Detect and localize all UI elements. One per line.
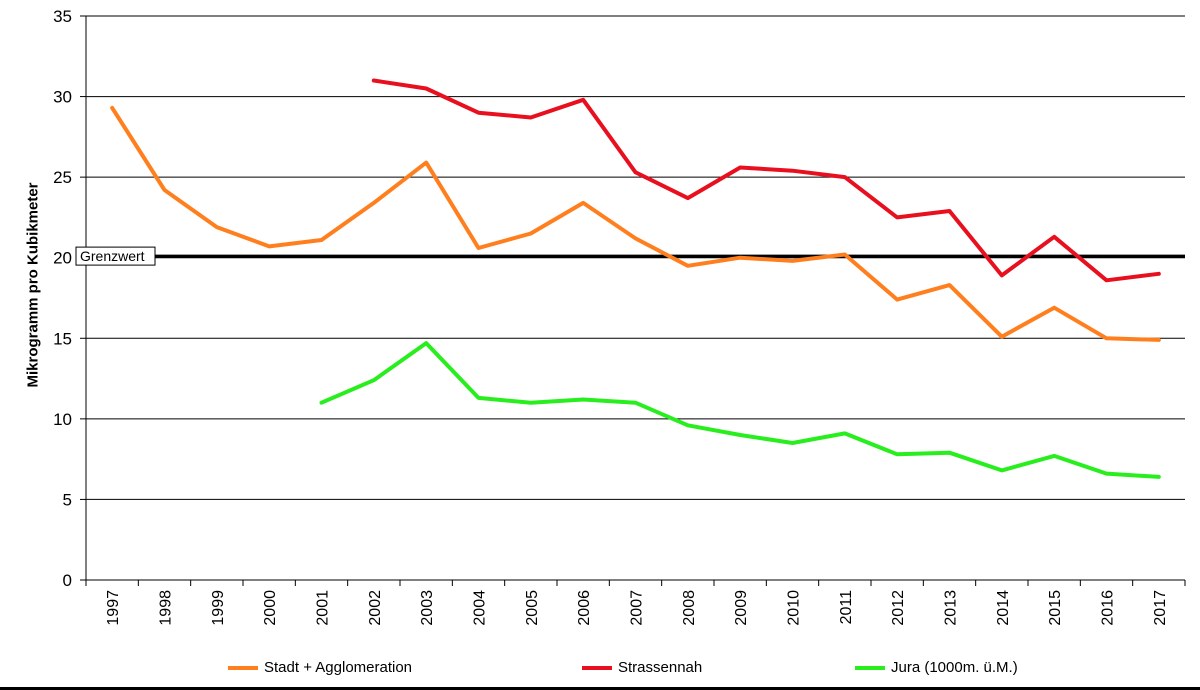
reference-label: Grenzwert xyxy=(80,248,145,264)
y-tick-label: 0 xyxy=(63,571,72,590)
line-chart: 0 5 10 15 20 25 30 35 1997 1998 1999 2000 2001 2002 20… xyxy=(53,7,1186,626)
y-axis-label-box: Mikrogramm pro Kubikmeter xyxy=(18,135,48,435)
series-line-0 xyxy=(110,105,1161,342)
x-tick-label: 2010 xyxy=(786,590,803,626)
legend-item-stadt: Stadt + Agglomeration xyxy=(228,659,412,676)
legend-label-jura: Jura (1000m. ü.M.) xyxy=(891,659,1018,676)
x-tick-label: 2000 xyxy=(262,590,279,626)
series-line-2 xyxy=(319,341,1161,479)
y-tick-label: 25 xyxy=(53,168,72,187)
y-tick-label: 35 xyxy=(53,7,72,26)
reference-label-box xyxy=(75,246,156,266)
y-tick-label: 10 xyxy=(53,410,72,429)
legend-item-jura: Jura (1000m. ü.M.) xyxy=(855,659,1018,676)
legend-swatch-jura xyxy=(855,665,885,670)
x-tick-label: 1999 xyxy=(210,590,227,626)
x-tick-label: 2002 xyxy=(367,590,384,626)
x-tick-label: 2003 xyxy=(419,590,436,626)
legend-label-stadt: Stadt + Agglomeration xyxy=(264,659,413,676)
x-tick-label: 2013 xyxy=(943,590,960,626)
x-tick-label: 2001 xyxy=(315,590,332,626)
x-tick-label: 2009 xyxy=(733,590,750,626)
y-tick-label: 15 xyxy=(53,329,72,348)
y-tick-label: 20 xyxy=(53,249,72,268)
y-tick-label: 5 xyxy=(63,490,72,509)
x-tick-label: 2007 xyxy=(629,590,646,626)
legend-item-strassennah: Strassennah xyxy=(582,659,702,676)
x-tick-label: 2012 xyxy=(890,590,907,626)
x-tick-label: 2016 xyxy=(1100,590,1117,626)
x-tick-label: 2004 xyxy=(472,590,489,626)
legend-label-strassennah: Strassennah xyxy=(618,659,703,676)
x-tick-label: 2015 xyxy=(1047,590,1064,626)
x-tick-label: 1998 xyxy=(158,590,175,626)
x-tick-label: 2008 xyxy=(681,590,698,626)
legend: Stadt + Agglomeration Strassennah Jura (… xyxy=(0,659,1200,681)
bottom-rule xyxy=(0,687,1200,690)
y-tick-label: 30 xyxy=(53,88,72,107)
legend-swatch-stadt xyxy=(228,665,258,670)
x-tick-label: 2011 xyxy=(838,590,855,625)
x-tick-label: 2006 xyxy=(576,590,593,626)
series-line-1 xyxy=(371,78,1161,283)
x-tick-label: 2005 xyxy=(524,590,541,626)
y-axis-label: Mikrogramm pro Kubikmeter xyxy=(24,182,42,388)
x-tick-label: 2017 xyxy=(1152,590,1169,626)
x-tick-label: 1997 xyxy=(105,590,122,626)
legend-swatch-strassennah xyxy=(582,665,612,670)
x-tick-label: 2014 xyxy=(995,590,1012,626)
